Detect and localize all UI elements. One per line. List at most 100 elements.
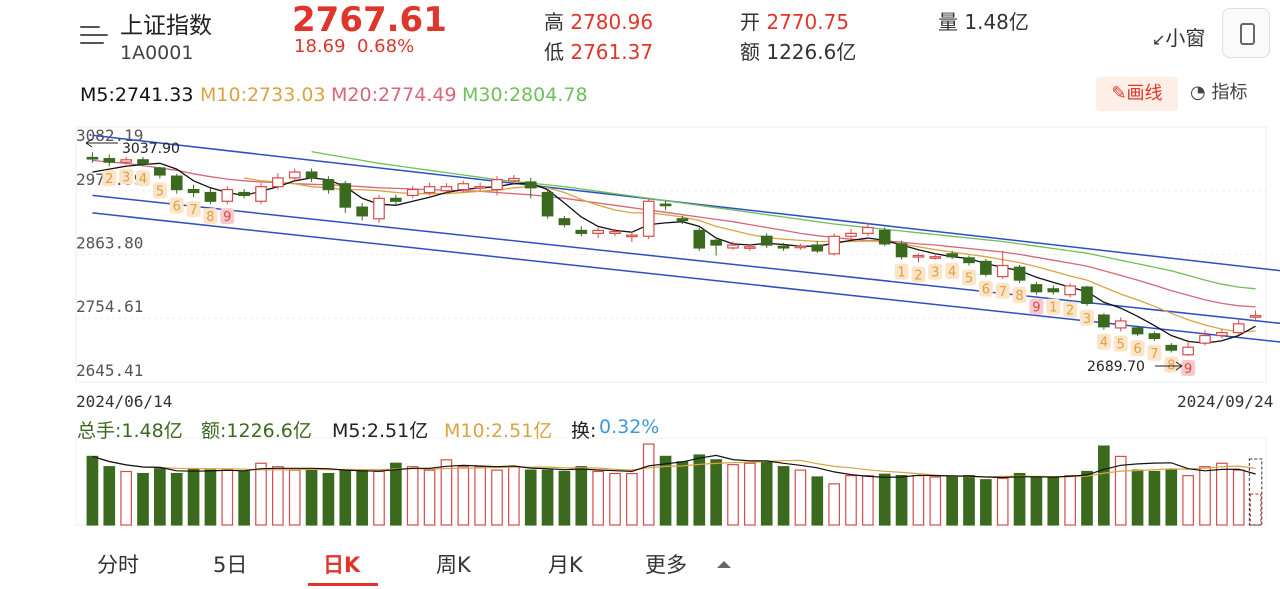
candle-body [406, 188, 419, 197]
ma30-line [311, 150, 1256, 290]
candle-body [575, 229, 588, 234]
td-mark: 6 [173, 200, 181, 215]
volume-bar [760, 461, 773, 526]
low-value: 2761.37 [570, 40, 654, 64]
td-mark: 4 [139, 172, 147, 187]
volume-bar [1249, 493, 1262, 526]
candle-body [221, 188, 234, 202]
high-annotation-arrowhead [85, 138, 93, 148]
pencil-icon: ✎ [1111, 83, 1127, 104]
low-label: 低 [544, 40, 564, 64]
volume-bar [1148, 470, 1161, 526]
td-mark-bg [928, 263, 943, 280]
candle-body [710, 239, 722, 246]
candle-body [137, 159, 149, 165]
caret-up-icon[interactable] [717, 561, 731, 568]
volume-bar [474, 466, 486, 526]
candle-body [980, 260, 992, 275]
candle-body [1081, 286, 1093, 305]
mini-window-label: 小窗 [1165, 26, 1206, 50]
volume-bar [626, 472, 638, 526]
y-tick-label: 2863.80 [76, 234, 143, 253]
device-button[interactable] [1222, 8, 1270, 58]
tab-intraday[interactable]: 分时 [97, 553, 139, 577]
menu-icon[interactable] [80, 24, 108, 46]
td-mark-bg [1147, 344, 1162, 361]
end-date-label: 2024/09/24 [1177, 392, 1274, 411]
candle-body [878, 229, 891, 245]
high-stat: 高 2780.96 [544, 6, 653, 35]
candle-body [1165, 344, 1178, 351]
candle-body [86, 156, 99, 160]
volume-bar [457, 466, 470, 526]
volume-bar [710, 459, 722, 526]
tab-weekly-k[interactable]: 周K [436, 553, 471, 577]
candle-body [693, 229, 706, 249]
td-mark-bg [1012, 286, 1027, 303]
td-mark-bg [1181, 359, 1196, 376]
phone-icon [1240, 23, 1255, 45]
td-mark: 9 [1184, 362, 1192, 377]
vol-total-legend: 总手:1.48亿 [77, 420, 183, 442]
volume-bar [929, 476, 942, 526]
volume-bar [980, 479, 992, 526]
candle-body [744, 246, 756, 249]
td-mark: 7 [189, 203, 197, 218]
candle-body [895, 243, 908, 258]
volume-bar [946, 476, 958, 526]
trend-line [92, 134, 1280, 272]
ma5-line [92, 162, 1256, 344]
volume-bar [727, 464, 739, 526]
td-mark-bg [962, 269, 976, 286]
candle-body [356, 206, 368, 217]
vol-ma10-line [92, 455, 1256, 478]
td-mark: 9 [223, 210, 231, 225]
td-mark: 7 [1150, 347, 1158, 362]
candle-body [626, 234, 638, 238]
candle-body [828, 235, 840, 255]
tab-more[interactable]: 更多 [645, 553, 687, 577]
td-mark-bg [220, 208, 235, 225]
mini-window-button[interactable]: ↙小窗 [1152, 22, 1205, 51]
y-tick-label: 2645.41 [76, 361, 143, 380]
tab-daily-k[interactable]: 日K [323, 553, 361, 577]
volume-bar [204, 469, 217, 526]
volume-bar [1199, 466, 1211, 526]
volume-bar [1114, 455, 1127, 526]
indicator-button[interactable]: ◔ 指标 [1190, 78, 1247, 104]
ma10-legend: M10:2733.03 [200, 84, 326, 106]
volume-bar [862, 475, 874, 526]
candle-body [1199, 334, 1211, 344]
draw-line-button[interactable]: ✎画线 [1096, 77, 1178, 111]
volume-bar [255, 462, 267, 526]
candle-body [373, 197, 385, 220]
tab-monthly-k[interactable]: 月K [548, 553, 583, 577]
candle-body [524, 181, 537, 189]
volume-bar [541, 469, 554, 526]
td-mark-bg [203, 208, 218, 225]
candle-body [811, 244, 824, 252]
amount-label: 额 [740, 40, 760, 64]
candle-body [508, 177, 520, 182]
volume-bar [103, 466, 116, 526]
change-pct: 0.68% [356, 36, 415, 57]
volume-bar [777, 466, 790, 526]
high-label: 高 [544, 10, 564, 34]
volume-bar [1064, 475, 1076, 526]
candle-body [423, 186, 436, 194]
change-value: 18.69 [294, 36, 346, 57]
vol-ma5-legend: M5:2.51亿 [332, 420, 429, 442]
tab-5day[interactable]: 5日 [213, 553, 248, 577]
candle-body [1232, 323, 1245, 334]
td-mark: 4 [1100, 336, 1108, 351]
candle-body [305, 171, 318, 179]
volume-bar [558, 470, 571, 526]
volume-bar [170, 472, 183, 526]
volume-bar [811, 476, 824, 526]
index-code: 1A0001 [120, 42, 194, 64]
td-mark-bg [1046, 298, 1061, 315]
volume-bar [963, 475, 975, 526]
candle-body [1148, 333, 1161, 340]
volume-bar [305, 469, 318, 526]
